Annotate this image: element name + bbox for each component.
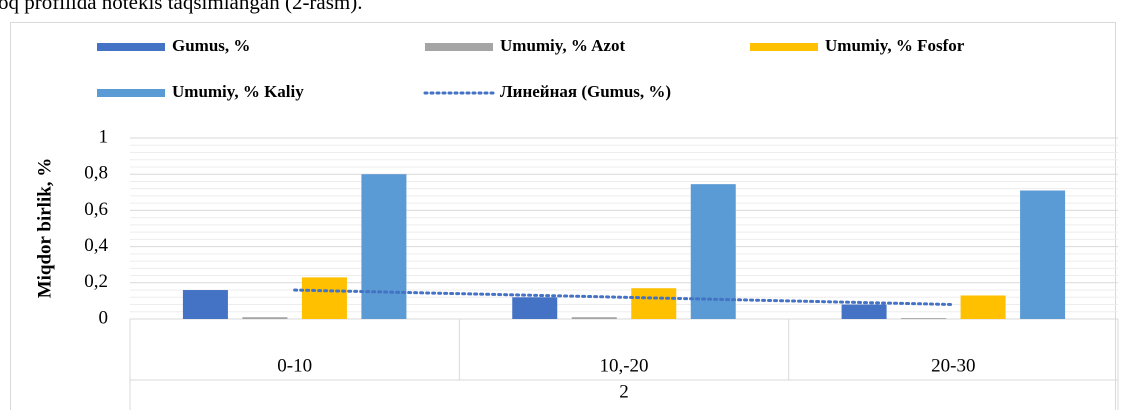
legend-swatch xyxy=(97,89,165,97)
legend-swatch xyxy=(750,43,818,51)
bar xyxy=(512,297,558,319)
y-tick-label: 0,2 xyxy=(84,271,108,292)
bar xyxy=(690,184,736,319)
x-tick-label: 20-30 xyxy=(931,355,975,376)
legend-label: Umumiy, % Kaliy xyxy=(172,82,304,101)
chart-frame xyxy=(10,22,1116,410)
legend-label: Линейная (Gumus, %) xyxy=(500,82,671,101)
y-tick-label: 0,4 xyxy=(84,235,108,256)
bar xyxy=(242,317,288,319)
y-tick-label: 1 xyxy=(99,126,109,147)
bar xyxy=(571,317,617,319)
x-tick-label: 0-10 xyxy=(277,355,312,376)
bar xyxy=(361,174,407,319)
legend-label: Umumiy, % Fosfor xyxy=(825,36,965,55)
trendline xyxy=(293,288,955,307)
bar xyxy=(901,318,947,319)
caption: oq profilida notekis taqsimlangan (2-ras… xyxy=(0,0,363,14)
bar xyxy=(301,277,347,319)
y-tick-label: 0,6 xyxy=(84,199,108,220)
bar xyxy=(960,295,1006,319)
y-tick-label: 0 xyxy=(99,307,109,328)
y-tick-label: 0,8 xyxy=(84,163,108,184)
bar xyxy=(182,290,228,319)
y-axis-title: Miqdor birlik, % xyxy=(34,158,55,299)
group-label: 2 xyxy=(619,381,629,402)
legend-swatch xyxy=(425,43,493,51)
legend-swatch xyxy=(97,43,165,51)
bar xyxy=(1020,190,1066,319)
bar xyxy=(841,304,887,319)
legend-label: Umumiy, % Azot xyxy=(500,36,625,55)
x-tick-label: 10,-20 xyxy=(599,355,648,376)
bar xyxy=(631,288,677,319)
legend-label: Gumus, % xyxy=(172,36,250,55)
